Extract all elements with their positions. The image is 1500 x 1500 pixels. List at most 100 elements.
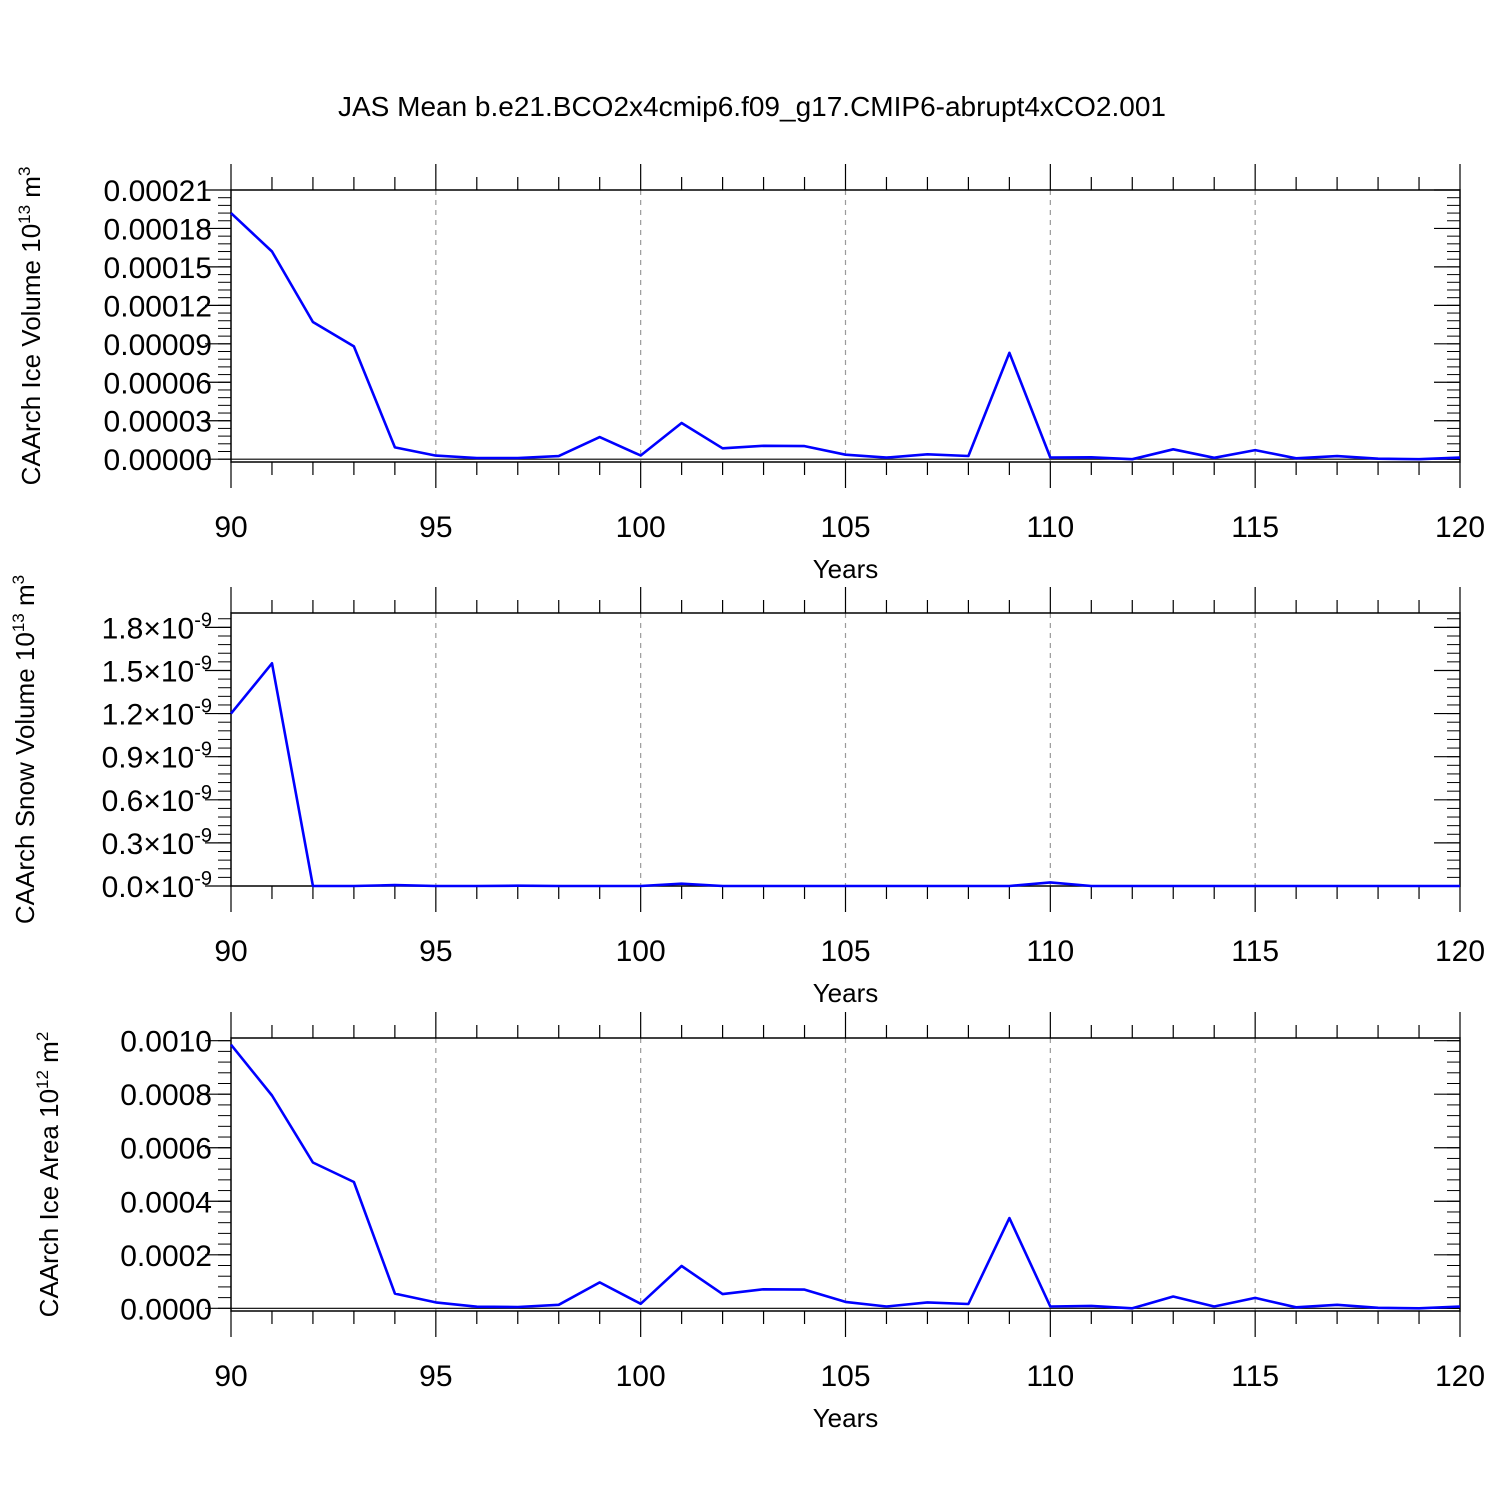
data-point-91 xyxy=(271,662,273,664)
data-point-93 xyxy=(353,885,355,887)
data-point-94 xyxy=(394,884,396,886)
data-point-106 xyxy=(885,1305,887,1307)
data-point-96 xyxy=(476,457,478,459)
x-tick-label: 100 xyxy=(616,935,666,968)
y-tick-label: 0.00000 xyxy=(104,444,212,477)
y-tick-label: 0.00021 xyxy=(104,175,212,208)
data-point-94 xyxy=(394,446,396,448)
y-tick-label: 0.00009 xyxy=(104,329,212,362)
data-point-105 xyxy=(844,1301,846,1303)
x-tick-label: 110 xyxy=(1026,1360,1074,1393)
data-point-101 xyxy=(680,422,682,424)
data-point-107 xyxy=(926,1301,928,1303)
data-point-96 xyxy=(476,1306,478,1308)
data-point-103 xyxy=(762,885,764,887)
data-point-104 xyxy=(803,445,805,447)
data-point-114 xyxy=(1213,1305,1215,1307)
y-tick-label: 0.0004 xyxy=(120,1186,212,1219)
data-point-118 xyxy=(1377,1307,1379,1309)
data-point-98 xyxy=(558,1304,560,1306)
data-point-105 xyxy=(844,453,846,455)
data-point-97 xyxy=(517,457,519,459)
series-line xyxy=(229,1043,1461,1310)
data-point-92 xyxy=(312,885,314,887)
data-point-112 xyxy=(1131,885,1133,887)
x-tick-label: 90 xyxy=(214,511,247,544)
data-point-90 xyxy=(230,712,232,714)
y-tick-label: 0.00018 xyxy=(104,213,212,246)
panels: 90 95 100 105 110 115 120 Years 0.00000 0.00003 0.… xyxy=(9,164,1485,1433)
y-tick-label: 0.3×10-9 xyxy=(102,825,212,861)
data-point-112 xyxy=(1131,458,1133,460)
y-tick-label: 0.0000 xyxy=(120,1293,212,1326)
x-tick-label: 105 xyxy=(820,511,870,544)
data-point-117 xyxy=(1336,455,1338,457)
data-point-91 xyxy=(271,1094,273,1096)
panel-2: 90 95 100 105 110 115 120 Years 0.0×10-9 0.3×10-9… xyxy=(9,575,1485,1008)
data-point-98 xyxy=(558,885,560,887)
data-point-110 xyxy=(1049,1305,1051,1307)
data-point-100 xyxy=(639,454,641,456)
data-point-109 xyxy=(1008,1217,1010,1219)
data-point-115 xyxy=(1254,449,1256,451)
y-tick-label: 0.00015 xyxy=(104,252,212,285)
data-point-119 xyxy=(1418,1307,1420,1309)
y-tick-label: 0.0×10-9 xyxy=(102,868,212,904)
data-point-93 xyxy=(353,345,355,347)
data-point-97 xyxy=(517,885,519,887)
data-point-120 xyxy=(1459,1305,1461,1307)
x-tick-label: 95 xyxy=(419,935,452,968)
data-point-114 xyxy=(1213,885,1215,887)
y-tick-label: 1.8×10-9 xyxy=(102,609,212,645)
y-tick-label: 0.0010 xyxy=(120,1026,212,1059)
y-tick-label: 1.5×10-9 xyxy=(102,652,212,688)
data-point-101 xyxy=(680,1265,682,1267)
data-point-119 xyxy=(1418,458,1420,460)
data-point-92 xyxy=(312,1161,314,1163)
data-point-106 xyxy=(885,456,887,458)
data-point-118 xyxy=(1377,885,1379,887)
x-tick-label: 110 xyxy=(1026,511,1074,544)
data-point-104 xyxy=(803,1288,805,1290)
x-tick-label: 105 xyxy=(820,935,870,968)
x-axis-title: Years xyxy=(813,1403,879,1433)
y-axis-title: CAArch Snow Volume 1013 m3 xyxy=(9,575,40,924)
data-point-111 xyxy=(1090,456,1092,458)
y-tick-label: 0.6×10-9 xyxy=(102,782,212,818)
x-tick-label: 120 xyxy=(1435,511,1485,544)
data-point-107 xyxy=(926,885,928,887)
x-tick-label: 110 xyxy=(1026,935,1074,968)
data-point-99 xyxy=(599,1281,601,1283)
data-point-108 xyxy=(967,885,969,887)
data-point-104 xyxy=(803,885,805,887)
data-point-95 xyxy=(435,885,437,887)
data-point-105 xyxy=(844,885,846,887)
y-tick-label: 1.2×10-9 xyxy=(102,696,212,732)
data-point-115 xyxy=(1254,885,1256,887)
y-tick-label: 0.0002 xyxy=(120,1240,212,1273)
data-point-94 xyxy=(394,1292,396,1294)
data-point-111 xyxy=(1090,885,1092,887)
data-point-91 xyxy=(271,250,273,252)
panel-1: 90 95 100 105 110 115 120 Years 0.00000 0.00003 0.… xyxy=(15,164,1485,584)
data-point-113 xyxy=(1172,448,1174,450)
x-axis-title: Years xyxy=(813,978,879,1008)
data-point-102 xyxy=(721,885,723,887)
data-point-108 xyxy=(967,1303,969,1305)
data-point-117 xyxy=(1336,1304,1338,1306)
data-point-118 xyxy=(1377,457,1379,459)
x-tick-label: 100 xyxy=(616,1360,666,1393)
data-point-109 xyxy=(1008,352,1010,354)
x-tick-label: 115 xyxy=(1231,511,1279,544)
data-point-120 xyxy=(1459,885,1461,887)
data-point-112 xyxy=(1131,1307,1133,1309)
y-tick-label: 0.0006 xyxy=(120,1133,212,1166)
data-point-120 xyxy=(1459,456,1461,458)
x-tick-label: 105 xyxy=(820,1360,870,1393)
data-point-100 xyxy=(639,885,641,887)
data-point-96 xyxy=(476,885,478,887)
y-axis-title: CAArch Ice Area 1012 m2 xyxy=(33,1032,64,1318)
y-tick-label: 0.0008 xyxy=(120,1079,212,1112)
data-point-113 xyxy=(1172,1295,1174,1297)
